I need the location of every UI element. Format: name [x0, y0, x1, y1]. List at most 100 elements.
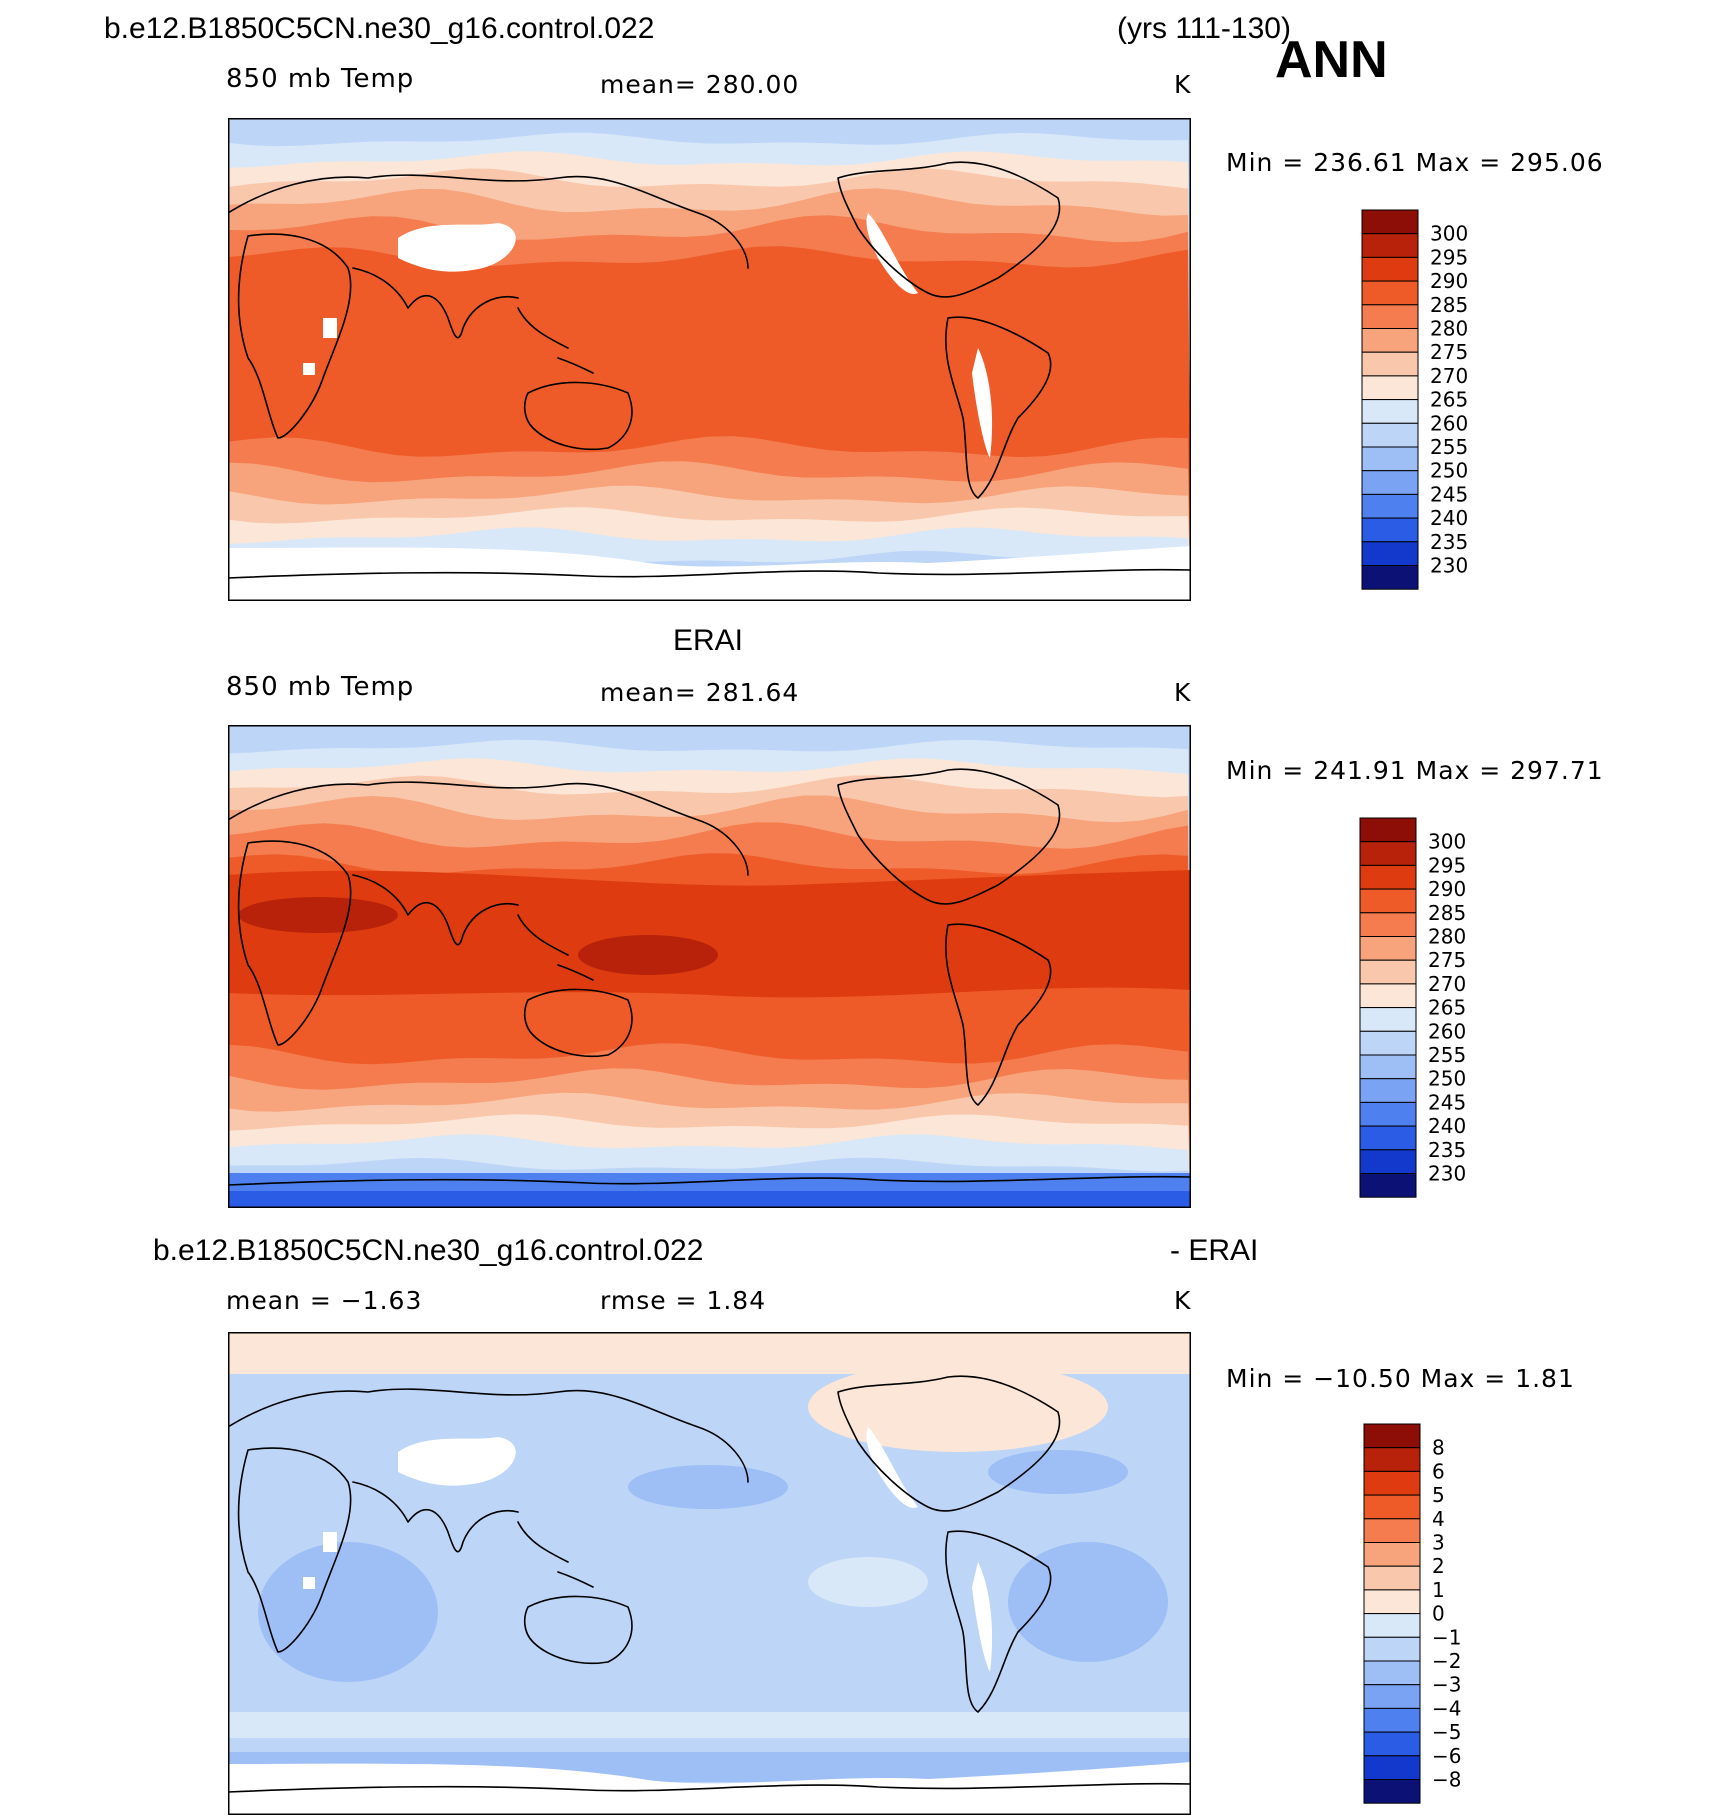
- colorbar-box: [1359, 1149, 1417, 1174]
- colorbar-box: [1363, 1684, 1421, 1709]
- colorbar-box: [1363, 1707, 1421, 1733]
- panel1-missing-data-mask: [228, 213, 1191, 601]
- colorbar-tick-label: 240: [1428, 1114, 1466, 1138]
- colorbar-box: [1363, 1660, 1421, 1686]
- panel2-units: K: [1174, 678, 1192, 707]
- colorbar-box: [1363, 1423, 1421, 1449]
- colorbar-box: [1359, 864, 1417, 890]
- case-title: b.e12.B1850C5CN.ne30_g16.control.022: [104, 12, 655, 45]
- colorbar-box: [1363, 1494, 1421, 1520]
- colorbar-tick-label: 260: [1428, 1019, 1466, 1043]
- colorbar-tick-label: 235: [1430, 530, 1468, 554]
- colorbar-box: [1363, 1542, 1421, 1567]
- colorbar-box: [1361, 565, 1419, 590]
- colorbar-box: [1361, 280, 1419, 306]
- colorbar-tick-label: 260: [1430, 411, 1468, 435]
- colorbar-tick-label: −8: [1432, 1768, 1461, 1792]
- panel2-variable: 850 mb Temp: [226, 672, 415, 702]
- panel3-title-suffix: - ERAI: [1170, 1234, 1259, 1267]
- colorbar-box: [1363, 1518, 1421, 1544]
- panel2-mean: mean= 281.64: [600, 678, 800, 707]
- colorbar-tick-label: 245: [1430, 482, 1468, 506]
- colorbar-tick-label: 290: [1430, 269, 1468, 293]
- colorbar-box: [1359, 1078, 1417, 1103]
- colorbar-tick-label: 2: [1432, 1554, 1445, 1578]
- colorbar-tick-label: 6: [1432, 1459, 1445, 1483]
- colorbar-tick-label: 250: [1430, 459, 1468, 483]
- colorbar-tick-label: 270: [1430, 364, 1468, 388]
- colorbar-box: [1361, 470, 1419, 495]
- colorbar-tick-label: 4: [1432, 1507, 1445, 1531]
- colorbar-box: [1361, 399, 1419, 424]
- colorbar-box: [1359, 1030, 1417, 1056]
- panel3-title: b.e12.B1850C5CN.ne30_g16.control.022: [153, 1234, 704, 1267]
- panel2-title: ERAI: [673, 624, 744, 657]
- colorbar-tick-label: −1: [1432, 1625, 1461, 1649]
- colorbar-tick-label: 240: [1430, 506, 1468, 530]
- colorbar-tick-label: 285: [1430, 293, 1468, 317]
- colorbar-box: [1359, 936, 1417, 961]
- colorbar-tick-label: 285: [1428, 901, 1466, 925]
- colorbar-box: [1363, 1613, 1421, 1638]
- colorbar-box: [1359, 983, 1417, 1009]
- colorbar-box: [1363, 1589, 1421, 1615]
- colorbar-tick-label: 295: [1428, 853, 1466, 877]
- panel1-variable: 850 mb Temp: [226, 64, 415, 94]
- colorbar-box: [1359, 1101, 1417, 1127]
- colorbar-box: [1361, 256, 1419, 282]
- colorbar-box: [1359, 959, 1417, 985]
- colorbar-box: [1361, 541, 1419, 566]
- colorbar-tick-label: 245: [1428, 1090, 1466, 1114]
- panel2-temperature-field: [228, 725, 1191, 1208]
- panel1-units: K: [1174, 70, 1192, 99]
- colorbar-tick-label: −2: [1432, 1649, 1461, 1673]
- colorbar-tick-label: 300: [1430, 222, 1468, 246]
- colorbar-box: [1363, 1565, 1421, 1591]
- colorbar-box: [1363, 1731, 1421, 1757]
- colorbar-tick-label: 250: [1428, 1067, 1466, 1091]
- colorbar-tick-label: 3: [1432, 1531, 1445, 1555]
- panel1-range: Min = 236.61 Max = 295.06: [1226, 148, 1604, 177]
- colorbar-tick-label: 275: [1428, 948, 1466, 972]
- colorbar-tick-label: −6: [1432, 1744, 1461, 1768]
- season-label: ANN: [1275, 31, 1388, 89]
- colorbar-box: [1361, 233, 1419, 258]
- panel3-map: [228, 1332, 1191, 1815]
- colorbar-tick-label: 280: [1428, 925, 1466, 949]
- colorbar-tick-label: 230: [1430, 554, 1468, 578]
- panel3-range: Min = −10.50 Max = 1.81: [1226, 1364, 1575, 1393]
- colorbar-tick-label: −4: [1432, 1696, 1461, 1720]
- panel3-units: K: [1174, 1286, 1192, 1315]
- colorbar-box: [1359, 912, 1417, 938]
- colorbar-box: [1361, 328, 1419, 353]
- panel1-coastlines: [228, 161, 1191, 579]
- colorbar-tick-label: −5: [1432, 1720, 1461, 1744]
- panel2-range: Min = 241.91 Max = 297.71: [1226, 756, 1604, 785]
- panel2-coastlines: [228, 768, 1191, 1186]
- colorbar-box: [1363, 1636, 1421, 1662]
- panel2-colorbar: 3002952902852802752702652602552502452402…: [1359, 817, 1466, 1198]
- colorbar-box: [1359, 1054, 1417, 1080]
- colorbar-box: [1361, 446, 1419, 472]
- colorbar-tick-label: 300: [1428, 830, 1466, 854]
- years-label: (yrs 111-130): [1117, 12, 1291, 45]
- panel1-colorbar: 3002952902852802752702652602552502452402…: [1361, 209, 1468, 590]
- colorbar-box: [1363, 1447, 1421, 1472]
- colorbar-tick-label: 270: [1428, 972, 1466, 996]
- colorbar-box: [1361, 351, 1419, 377]
- colorbar-tick-label: 275: [1430, 340, 1468, 364]
- colorbar-box: [1363, 1755, 1421, 1780]
- colorbar-tick-label: 255: [1428, 1043, 1466, 1067]
- colorbar-tick-label: 235: [1428, 1138, 1466, 1162]
- colorbar-tick-label: 265: [1430, 388, 1468, 412]
- colorbar-box: [1359, 817, 1417, 843]
- colorbar-tick-label: 0: [1432, 1602, 1445, 1626]
- panel3-coastlines: [228, 1375, 1191, 1793]
- colorbar-box: [1361, 493, 1419, 519]
- colorbar-box: [1359, 841, 1417, 866]
- colorbar-tick-label: 295: [1430, 245, 1468, 269]
- colorbar-box: [1363, 1779, 1421, 1804]
- colorbar-tick-label: 1: [1432, 1578, 1445, 1602]
- colorbar-tick-label: 8: [1432, 1436, 1445, 1460]
